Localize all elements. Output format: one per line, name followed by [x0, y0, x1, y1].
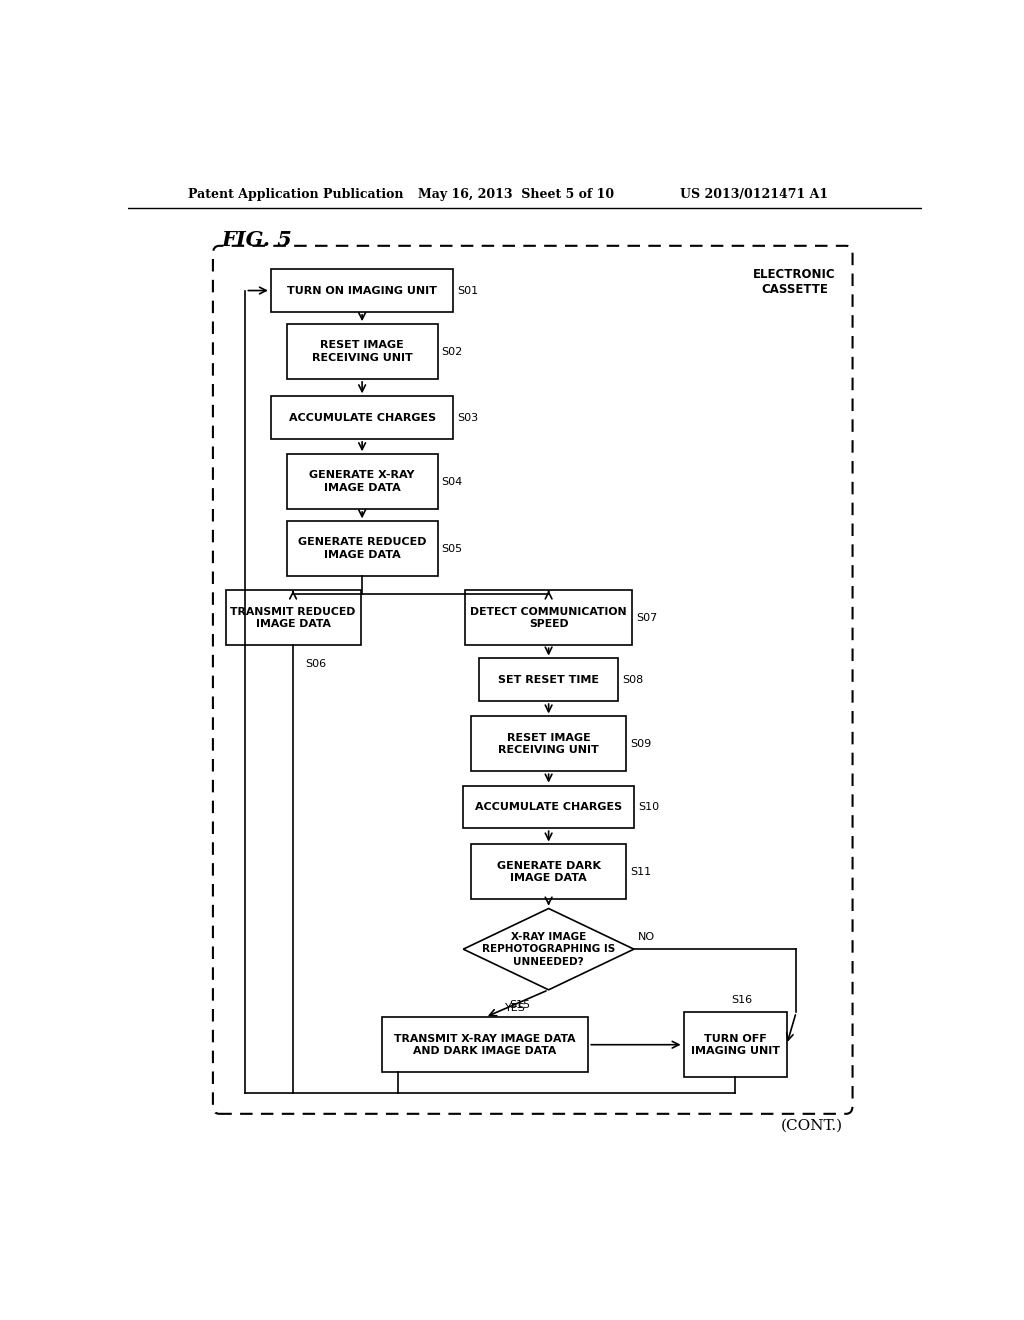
Text: S02: S02 — [441, 347, 463, 356]
Text: RESET IMAGE
RECEIVING UNIT: RESET IMAGE RECEIVING UNIT — [499, 733, 599, 755]
Text: GENERATE X-RAY
IMAGE DATA: GENERATE X-RAY IMAGE DATA — [309, 470, 415, 492]
Text: S11: S11 — [630, 867, 651, 876]
Text: DETECT COMMUNICATION
SPEED: DETECT COMMUNICATION SPEED — [470, 607, 627, 630]
Text: ACCUMULATE CHARGES: ACCUMULATE CHARGES — [475, 801, 623, 812]
FancyBboxPatch shape — [463, 785, 634, 828]
Text: TRANSMIT REDUCED
IMAGE DATA: TRANSMIT REDUCED IMAGE DATA — [230, 607, 355, 630]
FancyBboxPatch shape — [287, 521, 437, 576]
Text: Patent Application Publication: Patent Application Publication — [187, 189, 403, 202]
Text: GENERATE DARK
IMAGE DATA: GENERATE DARK IMAGE DATA — [497, 861, 601, 883]
Text: S05: S05 — [441, 544, 463, 553]
Text: S09: S09 — [630, 739, 651, 748]
FancyBboxPatch shape — [684, 1012, 786, 1077]
Text: NO: NO — [638, 932, 655, 942]
Text: (CONT.): (CONT.) — [781, 1119, 843, 1133]
FancyBboxPatch shape — [225, 590, 360, 645]
FancyBboxPatch shape — [465, 590, 632, 645]
FancyBboxPatch shape — [270, 269, 454, 312]
Text: GENERATE REDUCED
IMAGE DATA: GENERATE REDUCED IMAGE DATA — [298, 537, 426, 560]
Text: TRANSMIT X-RAY IMAGE DATA
AND DARK IMAGE DATA: TRANSMIT X-RAY IMAGE DATA AND DARK IMAGE… — [394, 1034, 575, 1056]
Text: S08: S08 — [622, 675, 643, 685]
FancyBboxPatch shape — [287, 325, 437, 379]
Polygon shape — [463, 908, 634, 990]
FancyBboxPatch shape — [287, 454, 437, 510]
Text: RESET IMAGE
RECEIVING UNIT: RESET IMAGE RECEIVING UNIT — [311, 341, 413, 363]
Text: YES: YES — [505, 1003, 526, 1014]
FancyBboxPatch shape — [471, 717, 626, 771]
FancyBboxPatch shape — [479, 659, 618, 701]
Text: S16: S16 — [731, 995, 753, 1005]
Text: SET RESET TIME: SET RESET TIME — [498, 675, 599, 685]
FancyBboxPatch shape — [270, 396, 454, 440]
Text: S15: S15 — [509, 1001, 530, 1010]
Text: S07: S07 — [636, 612, 657, 623]
Text: S04: S04 — [441, 477, 463, 487]
Text: S10: S10 — [638, 801, 659, 812]
Text: FIG. 5: FIG. 5 — [221, 230, 293, 249]
FancyBboxPatch shape — [471, 845, 626, 899]
Text: TURN ON IMAGING UNIT: TURN ON IMAGING UNIT — [287, 285, 437, 296]
Text: May 16, 2013  Sheet 5 of 10: May 16, 2013 Sheet 5 of 10 — [418, 189, 613, 202]
Text: S01: S01 — [458, 285, 478, 296]
Text: S06: S06 — [305, 659, 326, 668]
Text: ACCUMULATE CHARGES: ACCUMULATE CHARGES — [289, 413, 435, 422]
Text: S03: S03 — [458, 413, 478, 422]
Text: X-RAY IMAGE
REPHOTOGRAPHING IS
UNNEEDED?: X-RAY IMAGE REPHOTOGRAPHING IS UNNEEDED? — [482, 932, 615, 966]
FancyBboxPatch shape — [382, 1018, 588, 1072]
Text: TURN OFF
IMAGING UNIT: TURN OFF IMAGING UNIT — [690, 1034, 779, 1056]
Text: ELECTRONIC
CASSETTE: ELECTRONIC CASSETTE — [754, 268, 836, 296]
Text: US 2013/0121471 A1: US 2013/0121471 A1 — [680, 189, 827, 202]
